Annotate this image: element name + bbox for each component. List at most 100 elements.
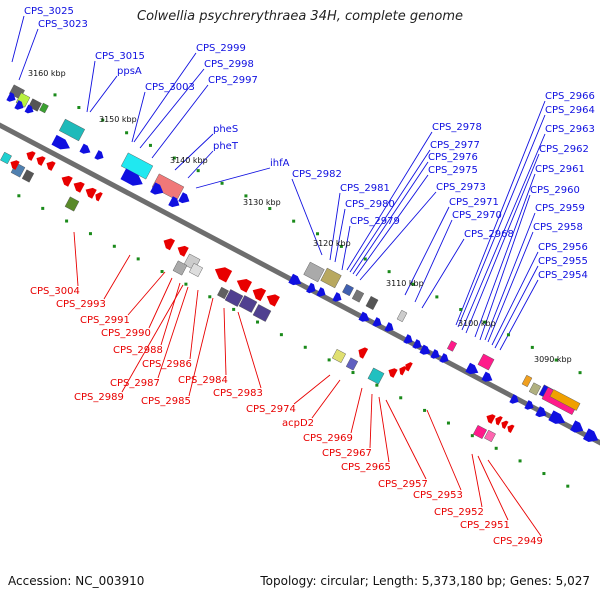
scale-dot <box>530 345 534 349</box>
reverse-gene <box>507 424 515 433</box>
top-gene-label: CPS_2963 <box>545 124 595 135</box>
scale-label: 3120 kbp <box>313 239 351 248</box>
reverse-gene <box>484 429 496 443</box>
forward-gene <box>24 104 34 114</box>
forward-gene-body <box>439 353 449 363</box>
top-leader-line <box>291 178 323 256</box>
forward-gene <box>430 349 440 359</box>
top-leader-line <box>131 91 146 143</box>
top-gene-label: CPS_2971 <box>449 197 499 208</box>
top-gene-label: CPS_2968 <box>464 229 514 240</box>
top-leader-line <box>457 114 546 328</box>
reverse-gene <box>345 357 359 371</box>
reverse-gene <box>36 156 46 166</box>
forward-gene-body <box>342 283 354 297</box>
scale-label: 3160 kbp <box>28 69 66 78</box>
forward-gene <box>524 400 534 410</box>
bottom-gene-label: CPS_3004 <box>30 286 80 297</box>
reverse-gene <box>252 304 272 322</box>
forward-gene-body <box>477 353 495 371</box>
forward-gene <box>178 192 190 204</box>
scale-dot <box>518 459 522 463</box>
forward-gene-body <box>178 192 190 204</box>
scale-dot <box>160 270 164 274</box>
scale-dot <box>77 106 81 110</box>
forward-gene-body <box>332 292 342 302</box>
forward-gene <box>548 410 566 424</box>
bottom-leader-line <box>311 379 341 419</box>
reverse-gene-body <box>0 151 12 165</box>
forward-gene <box>58 118 86 142</box>
scale-dot <box>446 421 450 425</box>
bottom-gene-label: CPS_2969 <box>303 433 353 444</box>
bottom-leader-line <box>477 455 509 521</box>
forward-gene-body <box>351 289 365 303</box>
top-leader-line <box>494 265 539 349</box>
top-gene-label: CPS_2977 <box>430 140 480 151</box>
bottom-leader-line <box>378 396 390 463</box>
scale-dot <box>351 371 355 375</box>
reverse-gene <box>236 279 252 293</box>
scale-dot <box>494 446 498 450</box>
reverse-gene <box>10 160 20 170</box>
reverse-gene <box>486 414 496 424</box>
reverse-gene <box>399 366 407 376</box>
reverse-gene-body <box>46 161 56 171</box>
bottom-gene-label: CPS_2987 <box>110 378 160 389</box>
reverse-gene-body <box>252 304 272 322</box>
reverse-gene <box>501 420 509 429</box>
top-leader-line <box>341 225 351 271</box>
top-leader-line <box>352 161 429 275</box>
scale-label: 3150 kbp <box>99 115 137 124</box>
reverse-gene <box>217 286 229 300</box>
scale-dots <box>17 93 582 488</box>
forward-gene <box>151 173 185 201</box>
forward-gene-body <box>79 143 91 154</box>
reverse-gene-body <box>61 175 73 187</box>
reverse-gene-body <box>95 192 103 202</box>
forward-gene-body <box>372 317 382 327</box>
scale-dot <box>53 93 57 97</box>
topology-summary: Topology: circular; Length: 5,373,180 bp… <box>260 574 590 588</box>
reverse-gene-body <box>399 366 407 376</box>
scale-dot <box>483 320 487 324</box>
scale-dot <box>470 434 474 438</box>
reverse-gene <box>26 151 36 161</box>
reverse-gene-body <box>217 286 229 300</box>
reverse-gene-body <box>21 169 35 183</box>
bottom-gene-label: CPS_2952 <box>434 507 484 518</box>
top-leader-line <box>355 174 429 277</box>
forward-gene <box>583 428 599 442</box>
forward-gene-body <box>306 282 316 294</box>
top-leader-line <box>499 279 539 351</box>
top-gene-labels: CPS_3025 CPS_3023 CPS_3015 ppsA CPS_2999 CPS_… <box>24 6 595 281</box>
top-gene-label: CPS_3025 <box>24 6 74 17</box>
top-leader-line <box>421 238 465 309</box>
forward-gene-body <box>535 406 547 418</box>
top-leader-line <box>139 68 205 149</box>
top-gene-label: CPS_2956 <box>538 242 588 253</box>
forward-gene-body <box>320 267 342 289</box>
forward-gene-body <box>51 134 70 150</box>
scale-dot <box>459 308 463 312</box>
forward-gene-body <box>403 334 413 344</box>
top-gene-label: pheT <box>213 141 239 152</box>
top-leader-line <box>151 84 209 159</box>
forward-gene-body <box>288 273 302 286</box>
scale-dot <box>208 295 212 299</box>
forward-gene <box>150 182 164 195</box>
forward-gene-body <box>548 410 566 424</box>
top-gene-label: CPS_2966 <box>545 91 595 102</box>
reverse-gene-body <box>238 295 258 313</box>
scale-dot <box>387 270 391 274</box>
scale-dot <box>232 307 236 311</box>
top-gene-label: CPS_2997 <box>208 75 258 86</box>
reverse-gene-body <box>26 151 36 161</box>
bottom-gene-label: CPS_2990 <box>101 328 151 339</box>
bottom-leader-line <box>189 289 199 360</box>
scale-dot <box>101 118 105 122</box>
top-gene-label: CPS_3023 <box>38 19 88 30</box>
reverse-gene-body <box>252 287 267 302</box>
scale-dot <box>435 295 439 299</box>
top-gene-label: CPS_2998 <box>204 59 254 70</box>
